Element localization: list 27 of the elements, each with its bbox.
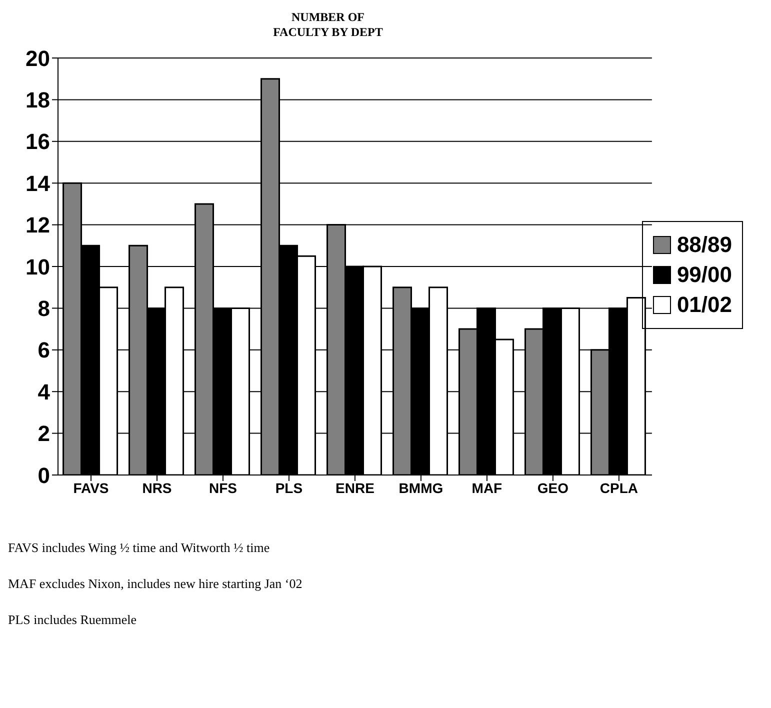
x-tick-label: MAF [472,480,503,496]
y-tick-label: 8 [38,296,50,322]
x-tick-label: GEO [537,480,569,496]
text: MAF excludes Nixon, includes new hire starting Jan ‘02 [8,576,304,592]
legend-label: 01/02 [676,292,732,318]
y-tick-label: 14 [26,170,51,196]
text: FAVS includes Wing ½ time and Witworth ½ time [8,540,271,556]
x-tick-label: FAVS [73,480,109,496]
y-tick-label: 2 [38,421,50,446]
y-tick-label: 6 [38,338,50,363]
x-tick-label: ENRE [336,480,374,496]
y-tick-label: 12 [26,212,50,238]
y-tick-label: 10 [26,254,50,280]
x-tick-label: PLS [275,480,303,496]
x-tick-label: BMMG [398,480,444,496]
chart-title: NUMBER OF FACULTY BY DEPT [272,10,384,40]
text: PLS includes Ruemmele [8,612,138,628]
y-tick-label: 0 [38,462,50,488]
y-tick-label: 18 [26,88,50,113]
x-tick-label: NFS [208,480,237,496]
x-tick-label: NRS [142,480,172,496]
legend-label: 88/89 [676,232,732,258]
y-tick-label: 20 [26,46,50,71]
y-tick-label: 16 [26,129,50,154]
legend-label: 99/00 [676,262,732,288]
x-tick-label: CPLA [600,480,638,496]
y-tick-label: 4 [38,379,51,404]
